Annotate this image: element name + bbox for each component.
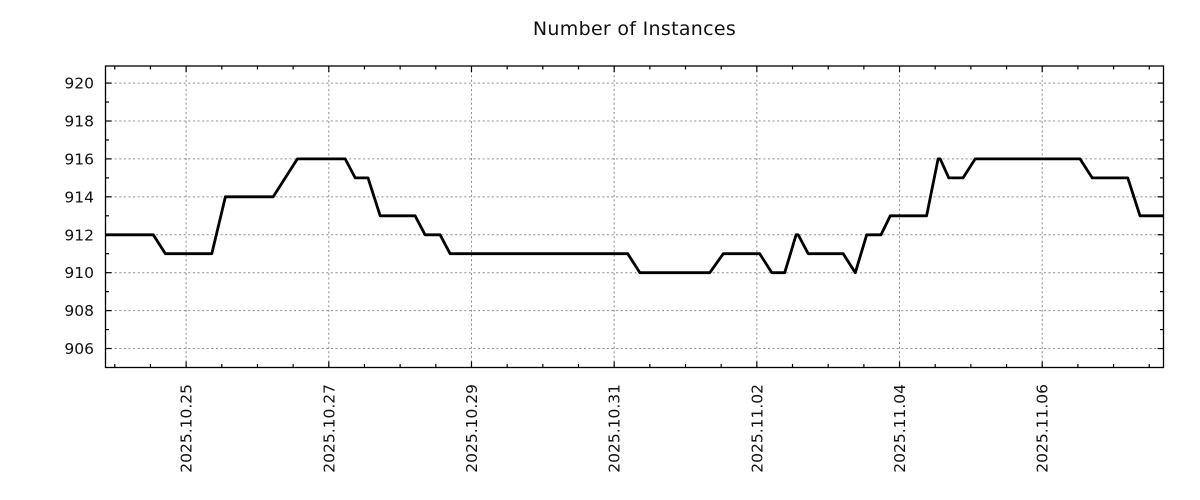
chart-title: Number of Instances	[532, 18, 737, 40]
y-tick-label: 906	[64, 340, 94, 358]
x-tick-label: 2025.11.04	[891, 384, 909, 473]
y-tick-label: 908	[64, 302, 94, 320]
y-tick-label: 914	[64, 188, 94, 206]
y-tick-label: 916	[64, 150, 94, 168]
series-line	[105, 157, 1164, 275]
x-tick-label: 2025.10.31	[606, 384, 624, 473]
y-tick-label: 910	[64, 264, 94, 282]
x-tick-label: 2025.10.27	[320, 384, 338, 473]
y-tick-label: 912	[64, 226, 94, 244]
y-tick-label: 918	[64, 112, 94, 130]
x-tick-label: 2025.10.29	[463, 384, 481, 473]
plot-frame	[104, 65, 1165, 369]
x-tick-label: 2025.11.02	[748, 384, 766, 473]
y-tick-label: 920	[64, 75, 94, 93]
x-tick-label: 2025.11.06	[1034, 384, 1052, 473]
x-tick-label: 2025.10.25	[178, 384, 196, 473]
